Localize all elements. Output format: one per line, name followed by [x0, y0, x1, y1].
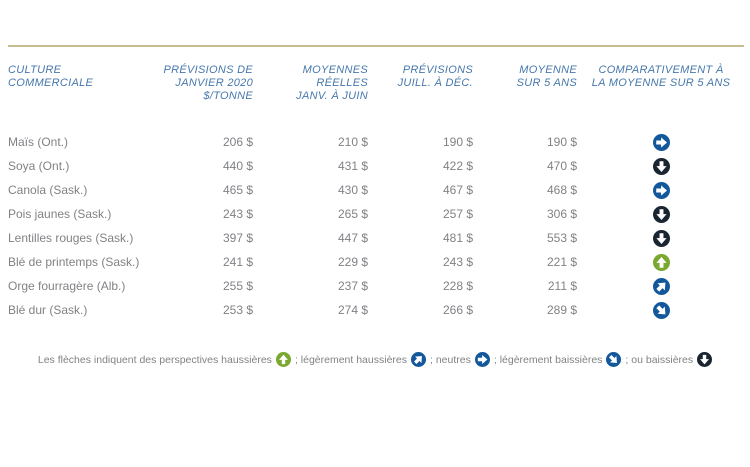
reel-jan-juin-value: 237 $	[337, 279, 368, 293]
arrow-right-icon	[474, 352, 490, 367]
arrow-down-right-icon	[606, 352, 622, 367]
arrow-down-icon	[697, 352, 713, 367]
crop-name: Maïs (Ont.)	[8, 135, 69, 149]
prev-juil-dec-value: 190 $	[442, 135, 473, 149]
table-body: Maïs (Ont.) 206 $ 210 $ 190 $ 190 $ Soya…	[0, 130, 750, 322]
jan2020-value: 255 $	[222, 279, 253, 293]
jan2020-value: 206 $	[222, 135, 253, 149]
header-comparativement-moyenne-5-ans: COMPARATIVEMENT À LA MOYENNE SUR 5 ANS	[591, 64, 731, 89]
prev-juil-dec-value: 228 $	[442, 279, 473, 293]
jan2020-value: 243 $	[222, 207, 253, 221]
table-row: Orge fourragère (Alb.) 255 $ 237 $ 228 $…	[0, 274, 750, 298]
reel-jan-juin-value: 430 $	[337, 183, 368, 197]
reel-jan-juin-value: 265 $	[337, 207, 368, 221]
moy-5ans-value: 468 $	[546, 183, 577, 197]
moy-5ans-value: 221 $	[546, 255, 577, 269]
header-moyenne-5-ans: MOYENNE SUR 5 ANS	[516, 64, 577, 89]
jan2020-value: 241 $	[222, 255, 253, 269]
crop-price-table-page: CULTURE COMMERCIALE PRÉVISIONS DE JANVIE…	[0, 45, 750, 467]
header-previsions-janvier-2020: PRÉVISIONS DE JANVIER 2020 $/TONNE	[163, 64, 253, 102]
prev-juil-dec-value: 481 $	[442, 231, 473, 245]
crop-name: Lentilles rouges (Sask.)	[8, 231, 134, 245]
arrow-up-icon	[275, 352, 291, 367]
jan2020-value: 465 $	[222, 183, 253, 197]
table-header: CULTURE COMMERCIALE PRÉVISIONS DE JANVIE…	[0, 64, 750, 103]
moy-5ans-value: 289 $	[546, 303, 577, 317]
trend-arrow-icon	[652, 157, 670, 175]
reel-jan-juin-value: 431 $	[337, 159, 368, 173]
prev-juil-dec-value: 467 $	[442, 183, 473, 197]
crop-name: Blé de printemps (Sask.)	[8, 255, 140, 269]
reel-jan-juin-value: 274 $	[337, 303, 368, 317]
jan2020-value: 440 $	[222, 159, 253, 173]
moy-5ans-value: 553 $	[546, 231, 577, 245]
trend-arrow-icon	[652, 253, 670, 271]
crop-name: Pois jaunes (Sask.)	[8, 207, 112, 221]
moy-5ans-value: 470 $	[546, 159, 577, 173]
crop-name: Canola (Sask.)	[8, 183, 88, 197]
prev-juil-dec-value: 243 $	[442, 255, 473, 269]
header-moyennes-reelles: MOYENNES RÉELLES JANV. À JUIN	[296, 64, 368, 102]
header-previsions-juill-dec: PRÉVISIONS JUILL. À DÉC.	[397, 64, 473, 89]
trend-arrow-icon	[652, 277, 670, 295]
trend-arrow-icon	[652, 133, 670, 151]
header-culture-commerciale: CULTURE COMMERCIALE	[8, 64, 94, 89]
legend-text: ; légèrement baissières	[493, 353, 603, 366]
reel-jan-juin-value: 210 $	[337, 135, 368, 149]
trend-arrow-icon	[652, 181, 670, 199]
moy-5ans-value: 211 $	[547, 279, 577, 293]
trend-arrow-icon	[652, 301, 670, 319]
trend-legend: Les flèches indiquent des perspectives h…	[0, 352, 750, 367]
crop-name: Soya (Ont.)	[8, 159, 70, 173]
table-row: Pois jaunes (Sask.) 243 $ 265 $ 257 $ 30…	[0, 202, 750, 226]
reel-jan-juin-value: 229 $	[337, 255, 368, 269]
legend-text: ; neutres	[430, 353, 471, 366]
trend-arrow-icon	[652, 205, 670, 223]
prev-juil-dec-value: 422 $	[442, 159, 473, 173]
reel-jan-juin-value: 447 $	[337, 231, 368, 245]
legend-text: ; légèrement haussières	[294, 353, 407, 366]
table-row: Maïs (Ont.) 206 $ 210 $ 190 $ 190 $	[0, 130, 750, 154]
jan2020-value: 253 $	[222, 303, 253, 317]
crop-name: Orge fourragère (Alb.)	[8, 279, 126, 293]
trend-arrow-icon	[652, 229, 670, 247]
crop-name: Blé dur (Sask.)	[8, 303, 88, 317]
table-row: Soya (Ont.) 440 $ 431 $ 422 $ 470 $	[0, 154, 750, 178]
legend-text: ; ou baissières	[625, 353, 694, 366]
jan2020-value: 397 $	[222, 231, 253, 245]
arrow-up-right-icon	[411, 352, 426, 367]
legend-text: Les flèches indiquent des perspectives h…	[37, 353, 272, 366]
top-rule	[8, 45, 744, 47]
prev-juil-dec-value: 266 $	[442, 303, 473, 317]
moy-5ans-value: 306 $	[546, 207, 577, 221]
table-row: Canola (Sask.) 465 $ 430 $ 467 $ 468 $	[0, 178, 750, 202]
table-row: Blé de printemps (Sask.) 241 $ 229 $ 243…	[0, 250, 750, 274]
table-row: Blé dur (Sask.) 253 $ 274 $ 266 $ 289 $	[0, 298, 750, 322]
moy-5ans-value: 190 $	[546, 135, 577, 149]
table-row: Lentilles rouges (Sask.) 397 $ 447 $ 481…	[0, 226, 750, 250]
prev-juil-dec-value: 257 $	[442, 207, 473, 221]
